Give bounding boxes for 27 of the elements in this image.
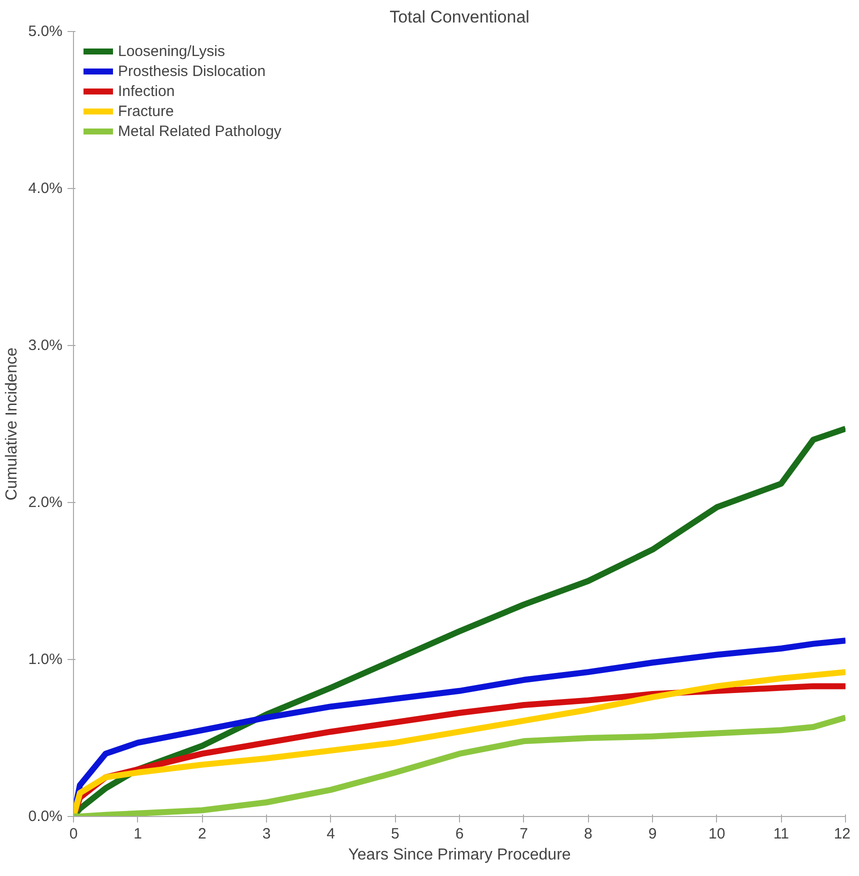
x-tick-label: 9 bbox=[648, 826, 657, 842]
x-tick-label: 12 bbox=[834, 826, 851, 842]
x-tick-label: 2 bbox=[198, 826, 206, 842]
y-tick-label: 4.0% bbox=[28, 180, 63, 197]
x-tick-label: 0 bbox=[69, 826, 78, 842]
legend-label: Fracture bbox=[118, 102, 174, 120]
x-tick-label: 8 bbox=[584, 826, 592, 842]
y-tick-label: 0.0% bbox=[28, 808, 63, 825]
legend-label: Metal Related Pathology bbox=[118, 122, 282, 140]
y-tick-label: 3.0% bbox=[28, 337, 63, 354]
y-tick-label: 1.0% bbox=[28, 651, 63, 668]
x-tick-label: 1 bbox=[134, 826, 142, 842]
x-tick-label: 4 bbox=[326, 826, 336, 842]
x-axis-title: Years Since Primary Procedure bbox=[348, 846, 571, 864]
x-tick-label: 10 bbox=[708, 826, 726, 842]
legend-label: Prosthesis Dislocation bbox=[118, 62, 266, 80]
x-tick-label: 11 bbox=[773, 826, 789, 842]
legend-label: Infection bbox=[118, 82, 175, 100]
chart-title: Total Conventional bbox=[390, 8, 530, 26]
x-tick-label: 3 bbox=[262, 826, 271, 842]
legend-label: Loosening/Lysis bbox=[118, 42, 226, 60]
y-tick-label: 5.0% bbox=[28, 23, 63, 40]
y-tick-label: 2.0% bbox=[28, 494, 63, 511]
x-tick-label: 6 bbox=[455, 826, 464, 842]
x-tick-label: 7 bbox=[520, 826, 528, 842]
x-tick-label: 5 bbox=[390, 826, 400, 842]
y-axis-title: Cumulative Incidence bbox=[3, 347, 20, 500]
